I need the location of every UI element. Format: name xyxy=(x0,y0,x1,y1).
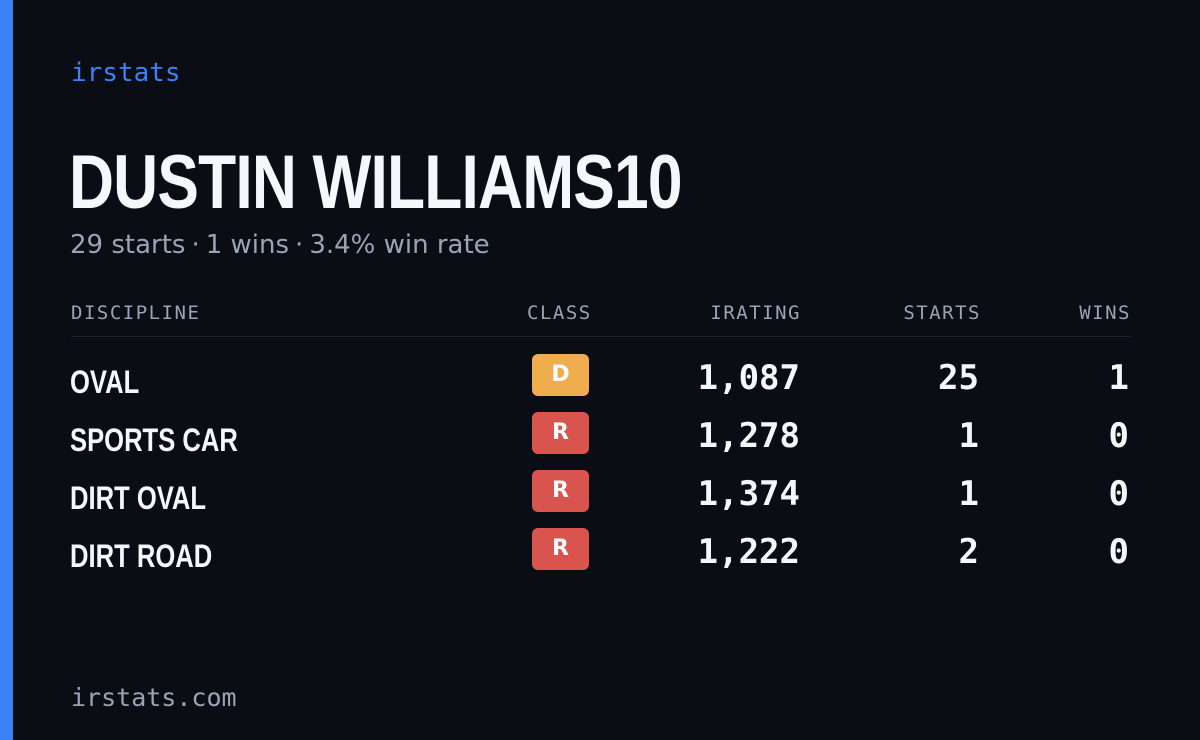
starts-value: 1 xyxy=(958,474,979,514)
wins-value: 1 xyxy=(1108,358,1129,398)
summary-win-rate: 3.4% win rate xyxy=(309,230,490,260)
table-row: SPORTS CAR R 1,278 1 0 xyxy=(70,412,1131,470)
summary-starts: 29 starts xyxy=(70,230,186,260)
discipline-name: OVAL xyxy=(70,364,140,400)
header-discipline: DISCIPLINE xyxy=(71,302,201,324)
footer-site-url: irstats.com xyxy=(71,683,237,712)
starts-value: 25 xyxy=(938,358,979,398)
table-body: OVAL D 1,087 25 1 SPORTS CAR R 1,278 1 0… xyxy=(70,354,1131,586)
header-irating: IRATING xyxy=(710,302,801,324)
starts-value: 2 xyxy=(958,532,979,572)
brand-logo: irstats xyxy=(71,58,181,88)
irating-value: 1,222 xyxy=(697,532,800,572)
irating-value: 1,087 xyxy=(697,358,800,398)
wins-value: 0 xyxy=(1108,474,1129,514)
license-class-badge: R xyxy=(532,470,589,512)
discipline-name: DIRT OVAL xyxy=(70,480,207,516)
table-row: DIRT OVAL R 1,374 1 0 xyxy=(70,470,1131,528)
discipline-name: DIRT ROAD xyxy=(70,538,213,574)
stats-table: DISCIPLINE CLASS IRATING STARTS WINS OVA… xyxy=(70,298,1131,586)
summary-separator: · xyxy=(295,230,304,260)
license-class-badge: D xyxy=(532,354,589,396)
header-starts: STARTS xyxy=(903,302,981,324)
accent-bar xyxy=(0,0,13,740)
table-header: DISCIPLINE CLASS IRATING STARTS WINS xyxy=(71,298,1131,337)
player-name: DUSTIN WILLIAMS10 xyxy=(69,140,683,225)
player-summary: 29 starts · 1 wins · 3.4% win rate xyxy=(70,228,490,262)
summary-separator: · xyxy=(191,230,200,260)
wins-value: 0 xyxy=(1108,416,1129,456)
irating-value: 1,374 xyxy=(697,474,800,514)
license-class-badge: R xyxy=(532,412,589,454)
irating-value: 1,278 xyxy=(697,416,800,456)
header-wins: WINS xyxy=(1079,302,1131,324)
table-row: OVAL D 1,087 25 1 xyxy=(70,354,1131,412)
discipline-name: SPORTS CAR xyxy=(70,422,238,458)
starts-value: 1 xyxy=(958,416,979,456)
table-row: DIRT ROAD R 1,222 2 0 xyxy=(70,528,1131,586)
header-class: CLASS xyxy=(527,302,592,324)
license-class-badge: R xyxy=(532,528,589,570)
wins-value: 0 xyxy=(1108,532,1129,572)
summary-wins: 1 wins xyxy=(205,230,290,260)
